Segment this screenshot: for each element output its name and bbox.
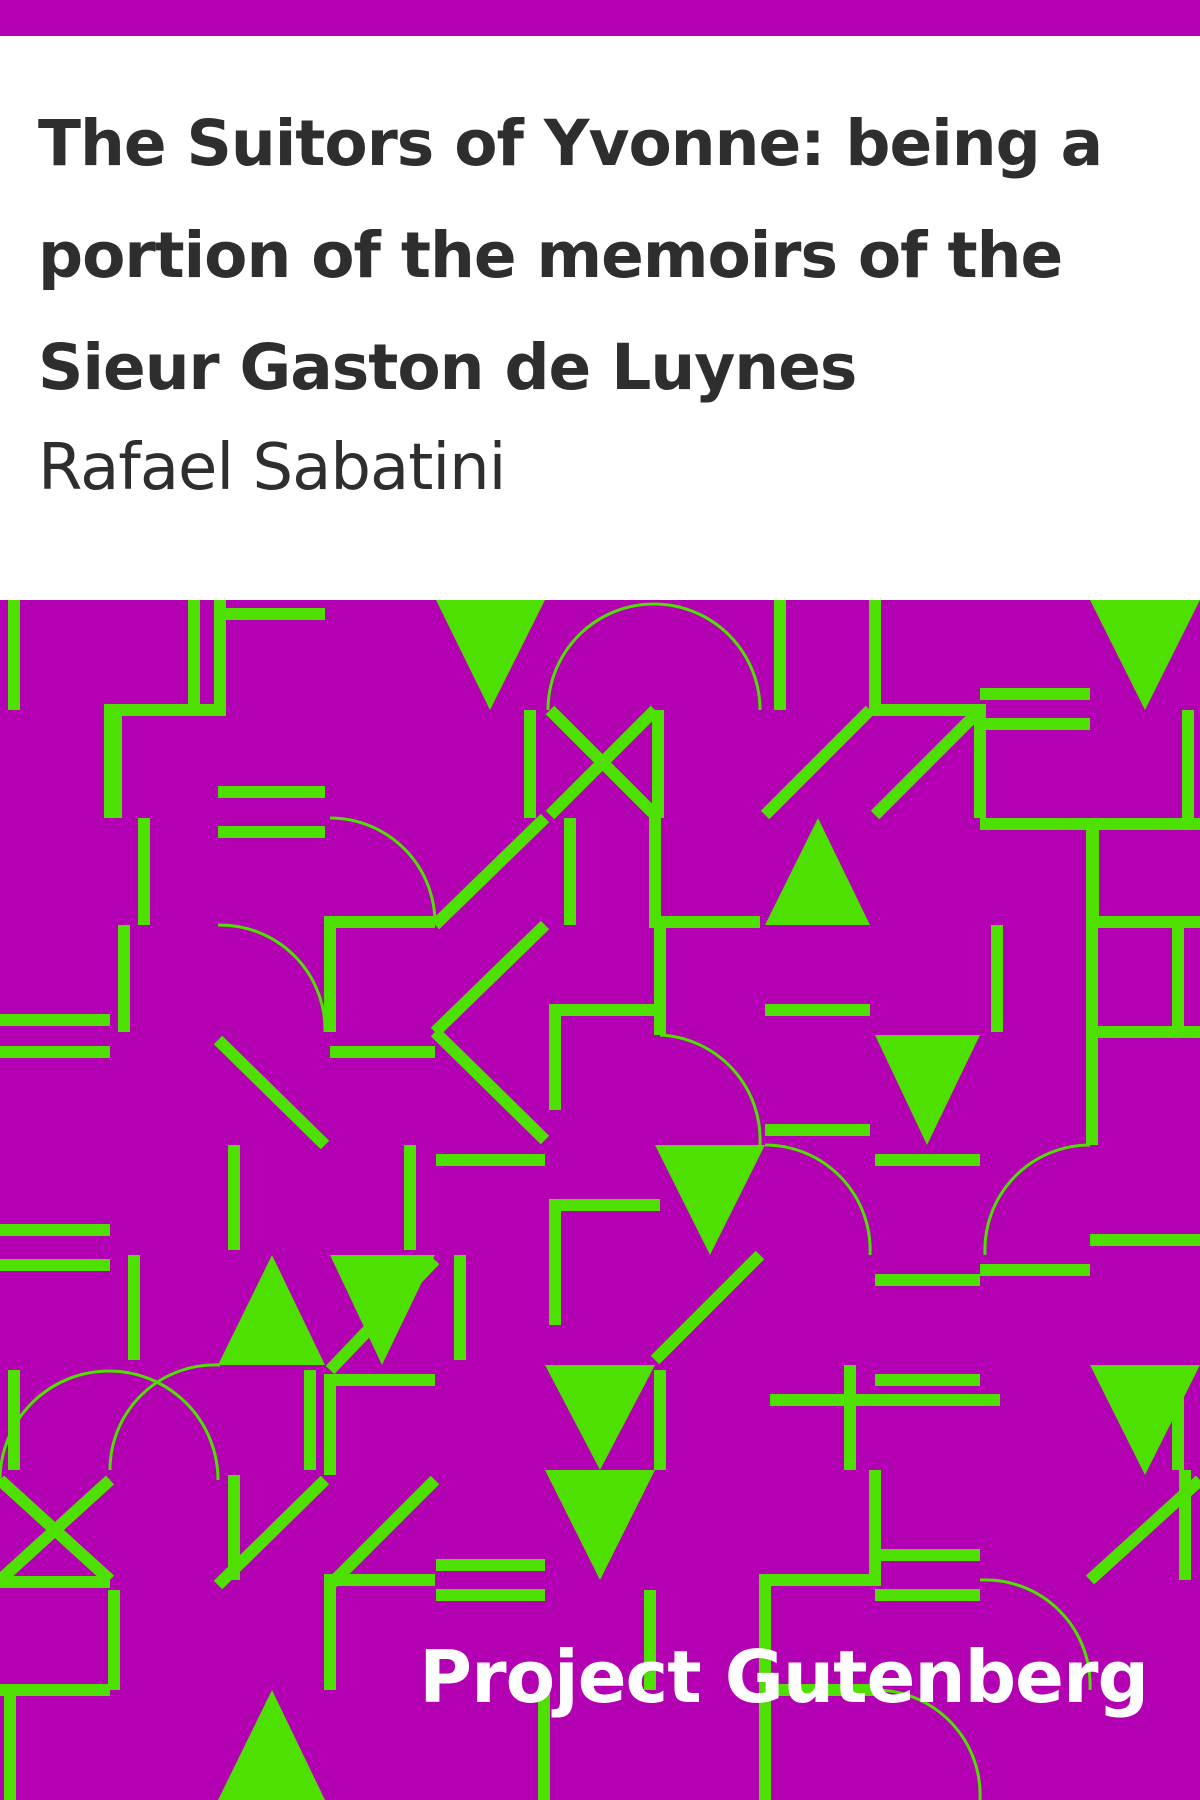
top-color-band	[0, 0, 1200, 36]
geometric-pattern	[0, 600, 1200, 1800]
book-author: Rafael Sabatini	[38, 431, 506, 505]
publisher-name: Project Gutenberg	[419, 1635, 1149, 1719]
book-title: The Suitors of Yvonne: being a portion o…	[38, 107, 1103, 404]
title-panel: The Suitors of Yvonne: being a portion o…	[0, 36, 1200, 600]
